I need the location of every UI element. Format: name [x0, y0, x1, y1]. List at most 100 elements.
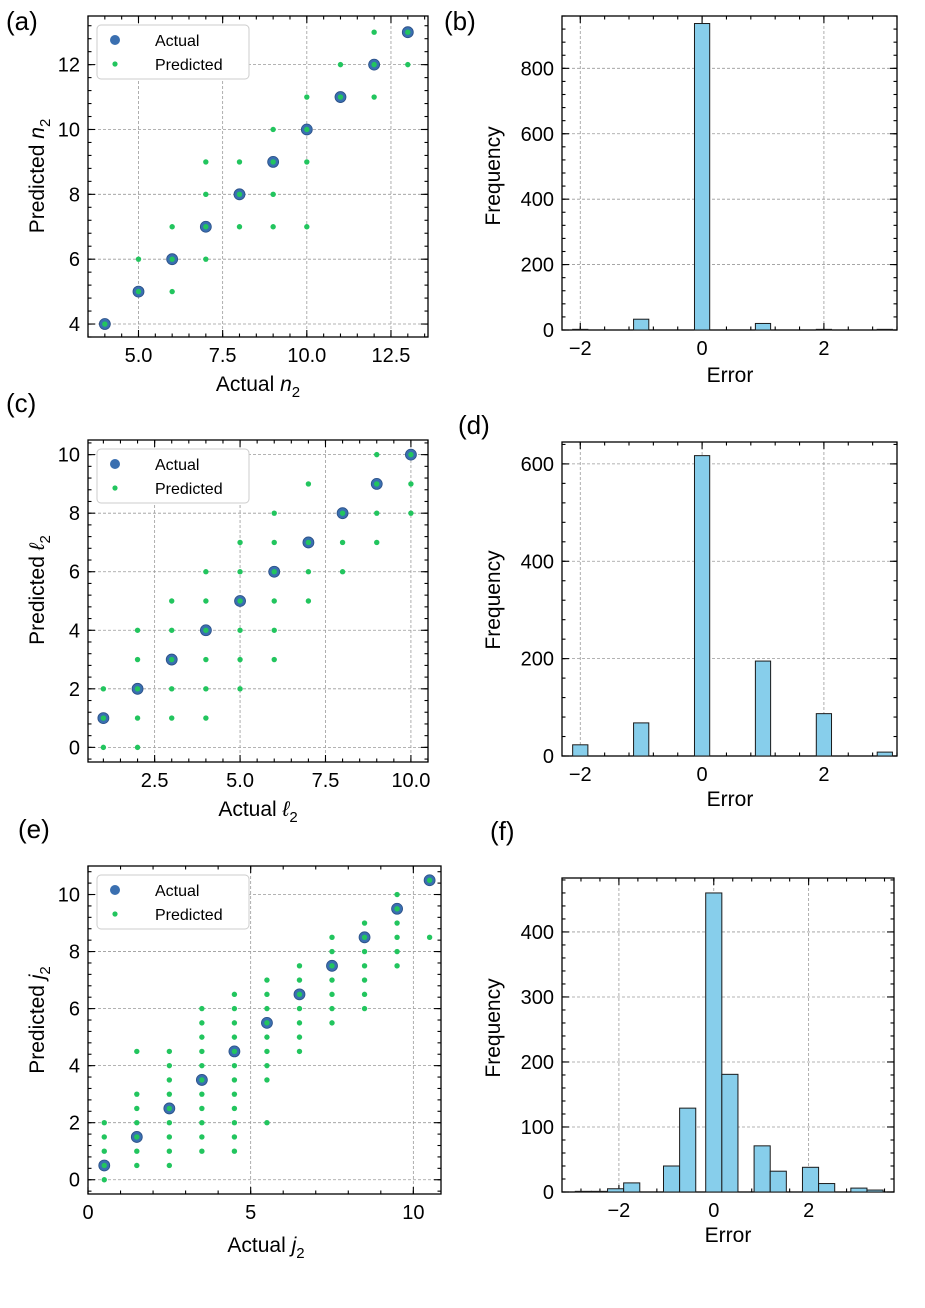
x-axis-label: Actual ℓ2 — [218, 798, 297, 826]
histogram-bar — [679, 1107, 697, 1193]
y-tick-label: 0 — [543, 746, 554, 768]
y-tick-label: 12 — [58, 55, 80, 77]
predicted-point — [199, 1048, 205, 1055]
predicted-point — [361, 1005, 368, 1012]
predicted-point — [304, 126, 310, 133]
y-tick-label: 8 — [69, 942, 80, 964]
predicted-point — [166, 1062, 173, 1069]
predicted-point — [101, 1119, 107, 1126]
predicted-point — [135, 288, 142, 295]
predicted-point — [329, 963, 335, 969]
y-tick-label: 6 — [69, 562, 80, 584]
y-tick-label: 2 — [69, 1113, 80, 1135]
predicted-point — [199, 1148, 205, 1154]
predicted-point — [296, 1034, 303, 1040]
histogram-bar — [876, 751, 893, 757]
predicted-point — [101, 1162, 107, 1169]
y-tick-label: 200 — [521, 649, 554, 671]
predicted-point — [169, 598, 175, 604]
predicted-point — [231, 1020, 238, 1026]
predicted-point — [270, 191, 276, 198]
predicted-point — [231, 1091, 238, 1097]
x-tick-label: 2.5 — [141, 770, 169, 792]
predicted-point — [271, 598, 277, 604]
histogram-bar — [815, 713, 833, 757]
predicted-point — [374, 539, 380, 546]
predicted-point — [361, 948, 368, 955]
y-tick-label: 10 — [58, 445, 80, 467]
legend-predicted-label: Predicted — [155, 481, 223, 498]
plot-frame — [87, 15, 429, 338]
predicted-point — [231, 1034, 238, 1040]
predicted-point — [134, 715, 141, 721]
predicted-point — [361, 963, 368, 969]
predicted-point — [405, 29, 411, 35]
predicted-point — [102, 321, 108, 327]
predicted-point — [264, 1020, 270, 1026]
y-tick-label: 4 — [69, 314, 80, 336]
predicted-point — [329, 948, 335, 955]
predicted-point — [408, 510, 414, 516]
y-tick-label: 600 — [521, 454, 554, 476]
y-tick-label: 300 — [521, 987, 554, 1009]
panel-label: (d) — [458, 410, 490, 440]
predicted-point — [100, 686, 107, 692]
y-tick-label: 400 — [521, 551, 554, 573]
predicted-point — [296, 991, 303, 998]
histogram-bar — [866, 1189, 884, 1193]
predicted-point — [231, 1005, 238, 1012]
y-axis-label: Frequency — [482, 550, 505, 650]
plot-frame — [561, 15, 898, 331]
predicted-point — [305, 481, 312, 487]
predicted-point — [203, 598, 209, 604]
legend-predicted-label: Predicted — [155, 907, 223, 924]
y-tick-label: 0 — [543, 320, 554, 342]
plot-frame — [87, 865, 442, 1195]
y-axis-label: Predicted j2 — [26, 966, 54, 1074]
predicted-point — [166, 1162, 173, 1169]
predicted-point — [264, 991, 270, 998]
predicted-point — [270, 224, 276, 230]
predicted-point — [203, 686, 209, 692]
histogram-bar — [815, 328, 833, 331]
predicted-point — [134, 656, 141, 663]
predicted-point — [405, 61, 411, 68]
panel-label: (b) — [444, 6, 476, 36]
predicted-point — [237, 686, 243, 692]
predicted-point — [199, 1105, 205, 1112]
x-tick-label: 7.5 — [312, 770, 340, 792]
predicted-point — [296, 1020, 303, 1026]
predicted-point — [166, 1134, 173, 1140]
x-axis-label: Error — [705, 1224, 752, 1247]
plot-frame — [87, 439, 429, 763]
predicted-point — [199, 1091, 205, 1097]
x-tick-label: −2 — [608, 1200, 631, 1222]
predicted-point — [101, 1148, 107, 1154]
histogram-bar — [754, 660, 772, 757]
predicted-point — [371, 94, 377, 100]
panel-label: (c) — [6, 388, 36, 418]
x-tick-label: −2 — [569, 338, 592, 360]
predicted-point — [394, 906, 400, 912]
predicted-point — [134, 686, 141, 692]
predicted-point — [264, 1077, 270, 1083]
histogram-bar — [693, 455, 711, 757]
y-tick-label: 8 — [69, 503, 80, 525]
y-tick-label: 600 — [521, 124, 554, 146]
y-tick-label: 2 — [69, 679, 80, 701]
predicted-point — [237, 627, 243, 633]
x-tick-label: 5.0 — [125, 345, 153, 367]
x-tick-label: 2 — [818, 764, 829, 786]
predicted-point — [361, 977, 368, 983]
predicted-point — [169, 256, 175, 262]
y-tick-label: 8 — [69, 184, 80, 206]
x-tick-label: 5 — [245, 1202, 256, 1224]
predicted-point — [371, 29, 377, 35]
legend-predicted-marker — [112, 485, 118, 491]
predicted-point — [166, 1091, 173, 1097]
x-tick-label: 5.0 — [226, 770, 254, 792]
predicted-point — [236, 159, 243, 165]
predicted-point — [134, 1162, 140, 1169]
predicted-point — [169, 224, 175, 230]
predicted-point — [166, 1105, 173, 1112]
